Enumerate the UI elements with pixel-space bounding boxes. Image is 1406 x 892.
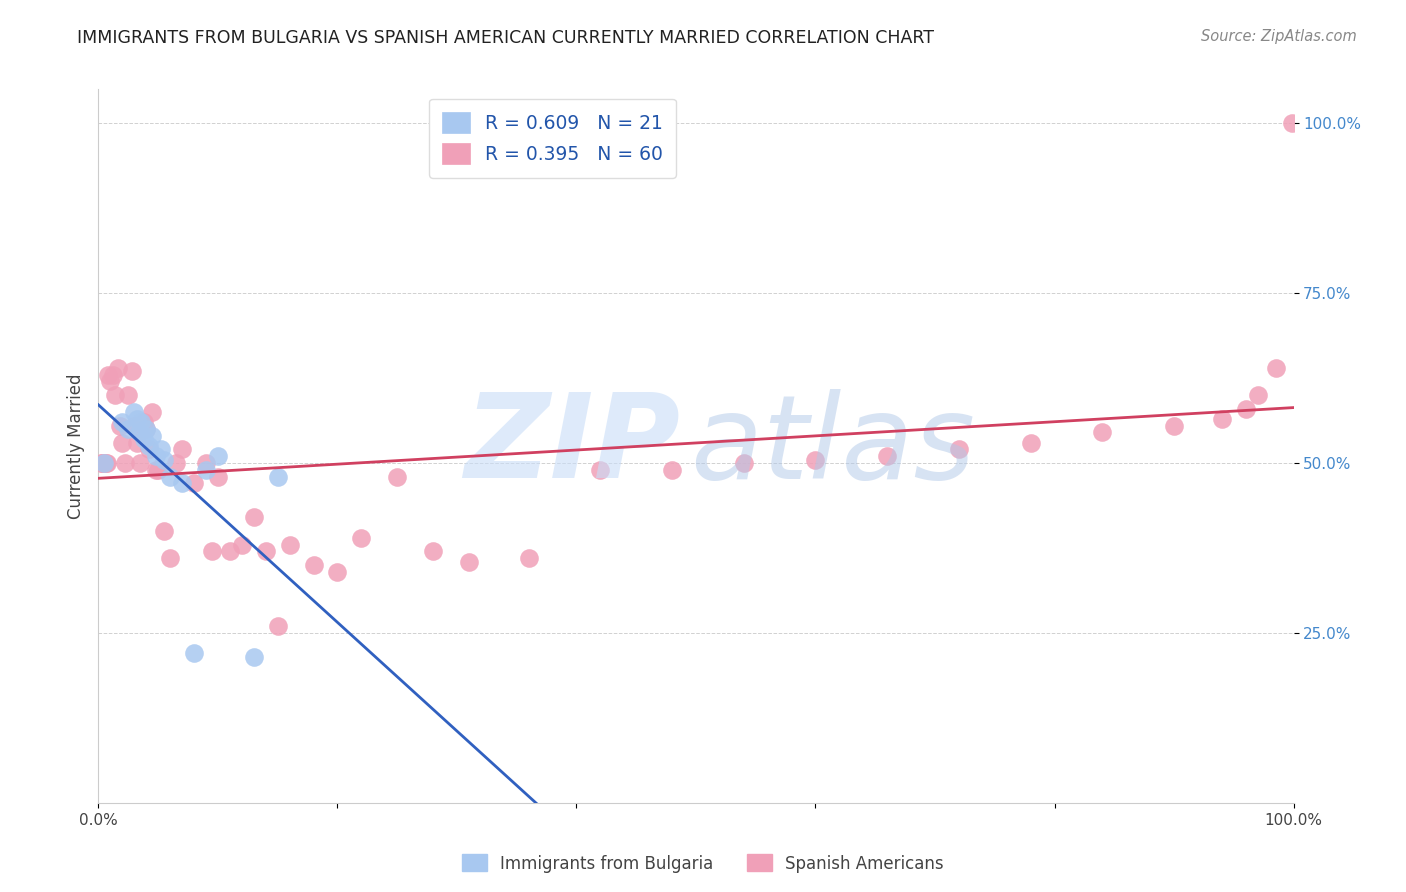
Point <box>159 551 181 566</box>
Point <box>149 442 172 457</box>
Point <box>422 544 444 558</box>
Point <box>128 425 150 440</box>
Point <box>207 469 229 483</box>
Point <box>91 456 114 470</box>
Point <box>91 456 114 470</box>
Point <box>138 442 160 457</box>
Point <box>267 469 290 483</box>
Point <box>98 375 122 389</box>
Point <box>172 442 194 457</box>
Point <box>104 388 127 402</box>
Point <box>90 456 112 470</box>
Y-axis label: Currently Married: Currently Married <box>66 373 84 519</box>
Point <box>124 418 146 433</box>
Point <box>195 463 218 477</box>
Point <box>101 368 124 382</box>
Point <box>114 456 136 470</box>
Point <box>138 439 160 453</box>
Text: ZIP: ZIP <box>464 389 681 503</box>
Point <box>1091 425 1114 440</box>
Point <box>141 429 163 443</box>
Point <box>111 415 134 429</box>
Point <box>96 456 118 470</box>
Point <box>876 449 898 463</box>
Point <box>326 565 349 579</box>
Point <box>661 463 683 477</box>
Point <box>231 537 253 551</box>
Point <box>302 558 325 572</box>
Point <box>243 649 266 664</box>
Point <box>172 476 194 491</box>
Point <box>132 415 155 429</box>
Point <box>948 442 970 457</box>
Point <box>1163 418 1185 433</box>
Point <box>1019 435 1042 450</box>
Point <box>804 452 827 467</box>
Point <box>385 469 409 483</box>
Point <box>1211 412 1233 426</box>
Point <box>254 544 277 558</box>
Point <box>141 405 163 419</box>
Point <box>267 619 290 633</box>
Point <box>121 364 143 378</box>
Point <box>1281 116 1303 130</box>
Point <box>350 531 373 545</box>
Point <box>589 463 612 477</box>
Point <box>153 452 176 467</box>
Legend: Immigrants from Bulgaria, Spanish Americans: Immigrants from Bulgaria, Spanish Americ… <box>456 847 950 880</box>
Point <box>117 388 139 402</box>
Point <box>125 412 148 426</box>
Point <box>195 456 218 470</box>
Point <box>219 544 242 558</box>
Point <box>1234 401 1257 416</box>
Point <box>458 555 481 569</box>
Point <box>278 537 301 551</box>
Point <box>145 449 167 463</box>
Point <box>132 432 155 446</box>
Text: Source: ZipAtlas.com: Source: ZipAtlas.com <box>1201 29 1357 45</box>
Point <box>131 415 153 429</box>
Point <box>153 524 176 538</box>
Point <box>125 435 148 450</box>
Point <box>183 646 205 660</box>
Point <box>207 449 229 463</box>
Point <box>124 405 146 419</box>
Legend: R = 0.609   N = 21, R = 0.395   N = 60: R = 0.609 N = 21, R = 0.395 N = 60 <box>429 99 676 178</box>
Point <box>108 418 131 433</box>
Point <box>183 476 205 491</box>
Point <box>733 456 755 470</box>
Point <box>1264 360 1286 375</box>
Point <box>94 456 117 470</box>
Point <box>159 469 181 483</box>
Point <box>165 456 187 470</box>
Point <box>111 435 134 450</box>
Point <box>93 456 115 470</box>
Point <box>1247 388 1270 402</box>
Point <box>517 551 540 566</box>
Text: atlas: atlas <box>690 389 974 503</box>
Point <box>148 463 170 477</box>
Point <box>107 360 129 375</box>
Point <box>201 544 224 558</box>
Text: IMMIGRANTS FROM BULGARIA VS SPANISH AMERICAN CURRENTLY MARRIED CORRELATION CHART: IMMIGRANTS FROM BULGARIA VS SPANISH AMER… <box>77 29 935 47</box>
Point <box>97 368 120 382</box>
Point <box>135 422 157 436</box>
Point <box>243 510 266 524</box>
Point <box>135 422 157 436</box>
Point <box>129 456 152 470</box>
Point <box>93 456 115 470</box>
Point <box>117 422 139 436</box>
Point <box>145 463 167 477</box>
